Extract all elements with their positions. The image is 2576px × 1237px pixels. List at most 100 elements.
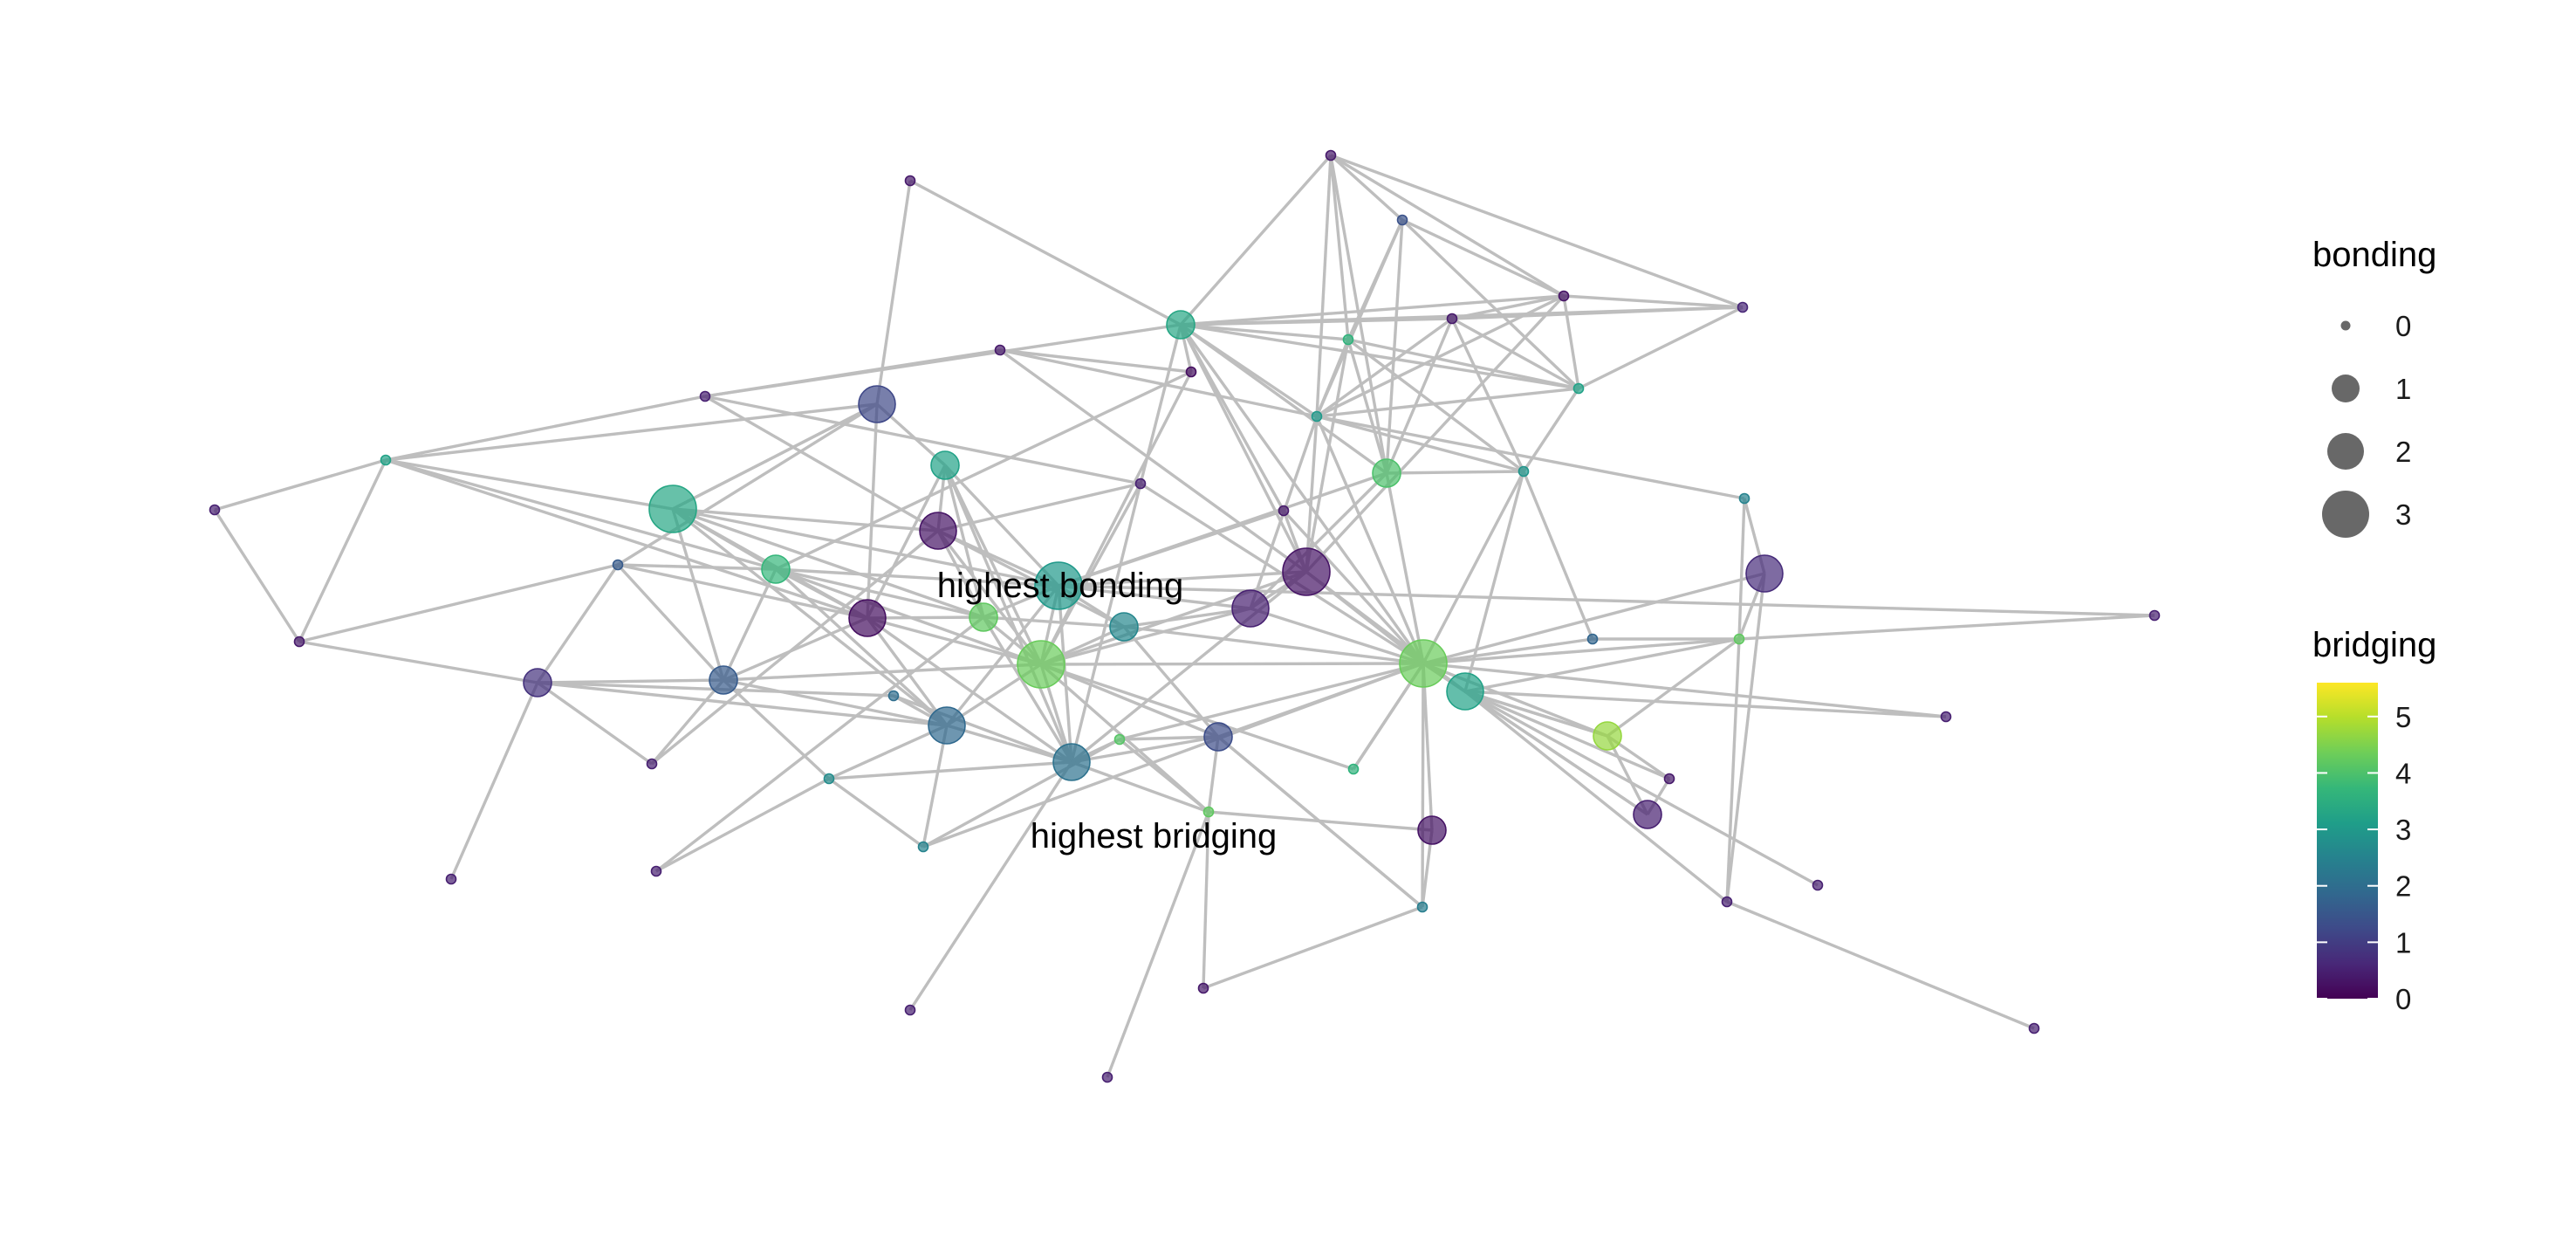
edge [1039,371,1193,665]
edge [1316,415,1524,473]
edge [722,678,831,780]
edge [921,725,949,848]
edge [536,564,620,684]
network-node [1325,149,1337,161]
edge [1040,663,1354,771]
bonding-legend-symbol [2322,491,2369,538]
edge [1726,900,2035,1030]
network-node [380,454,392,466]
network-node [1017,640,1065,689]
edge [1330,154,1744,309]
network-node [919,512,957,550]
bonding-legend-label: 3 [2395,498,2411,531]
edge [909,179,1182,326]
network-node [1342,333,1354,346]
bonding-legend-label: 0 [2395,310,2411,342]
network-node [1416,901,1428,913]
colorbar-tick-label: 3 [2395,814,2411,846]
edge [1606,735,1649,815]
edge [1422,572,1765,665]
network-node [1278,505,1290,517]
edge [999,348,1192,374]
network-node [1738,492,1750,505]
network-node [1446,672,1484,711]
edge [671,508,725,681]
network-node [1034,561,1083,610]
edge [1305,339,1350,573]
network-node [1812,879,1824,891]
edge [1058,584,2155,617]
edge [1118,738,1210,814]
edge [723,678,948,727]
edge [1282,509,1425,665]
network-node [2148,609,2161,622]
edge [1522,471,1594,640]
edge [1578,306,1744,390]
colorbar-tick-label: 4 [2395,757,2411,789]
edge [1450,318,1525,472]
edge [1563,294,1744,309]
edge [385,458,868,620]
edge [1180,294,1565,326]
network-node [1101,1071,1113,1083]
edge [704,348,1001,398]
edge [1738,614,2155,641]
edge [999,348,1318,418]
edge [1119,735,1219,741]
network-node [445,873,457,885]
network-node [1733,633,1745,645]
edge [1123,607,1251,629]
bonding-legend-symbol [2340,320,2351,331]
bonding-legend-symbol [2327,433,2364,470]
network-node [904,175,916,187]
network-node [1572,382,1585,395]
edge [1737,498,1746,640]
network-node [1417,815,1447,845]
edge [1305,294,1565,574]
network-node [1745,554,1784,593]
edge [1464,690,1819,887]
highest-bonding-label: highest bonding [937,567,1183,605]
edge [298,563,619,643]
bridging-legend: bridging 0 1 2 3 4 5 [2312,626,2436,1015]
node-layer [209,149,2161,1083]
edge [1346,339,1388,474]
network-node [917,841,929,853]
edge [943,464,1073,763]
edge [385,458,674,511]
edge [1401,218,1565,298]
edge [1464,690,1648,816]
edge [1385,318,1454,474]
edge [1315,416,1425,664]
network-node [1446,313,1458,325]
highest-bridging-label: highest bridging [1031,817,1277,856]
bonding-legend-symbol [2332,375,2360,402]
network-node [209,504,221,516]
edge [704,395,1141,485]
edge [1071,735,1219,764]
edge [1422,637,1593,665]
edge [672,507,984,619]
network-node [1586,633,1599,645]
edge [385,402,878,462]
edge [1329,155,1350,340]
bonding-legend-title: bonding [2312,236,2436,274]
network-node [928,706,966,745]
edge [1464,690,1670,780]
edge [1464,690,1608,738]
edge [1040,570,1307,666]
edge [1058,509,1285,588]
network-node [1347,763,1360,775]
edge [1422,637,1740,665]
edge [943,464,1060,588]
network-node [1166,310,1196,340]
edge [866,403,879,619]
edge [1202,811,1210,989]
edge [1422,471,1525,664]
network-node [1113,733,1126,746]
edge [385,395,706,462]
edge [1250,607,1424,665]
network-node [930,450,960,480]
edge [537,681,653,766]
edge [654,615,985,873]
